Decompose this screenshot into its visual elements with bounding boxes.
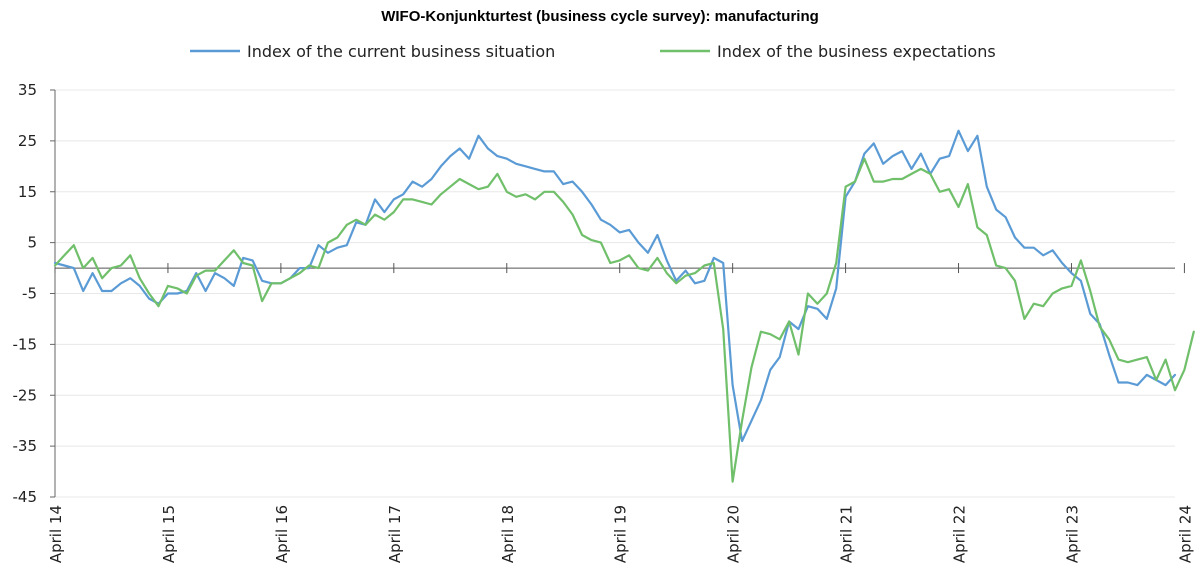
x-tick-label: April 24 — [1176, 505, 1194, 563]
y-axis-labels: 35 25 15 5 -5 -15 -25 -35 -45 — [13, 81, 55, 506]
y-tick-label: -45 — [13, 488, 38, 506]
y-tick-label: 5 — [27, 234, 37, 252]
y-tick-label: -35 — [13, 437, 38, 455]
x-tick-label: April 17 — [386, 505, 404, 563]
y-tick-label: -15 — [13, 335, 38, 353]
legend-item-expectations: Index of the business expectations — [660, 42, 996, 61]
series-group — [53, 129, 1195, 483]
series-line-business-expectations — [53, 157, 1195, 483]
legend-label-expectations: Index of the business expectations — [717, 42, 996, 61]
y-tick-label: 25 — [18, 132, 37, 150]
legend-item-current: Index of the current business situation — [190, 42, 555, 61]
x-tick-label: April 14 — [47, 505, 65, 563]
x-tick-label: April 16 — [273, 505, 291, 563]
x-axis-zero-line — [54, 263, 1185, 274]
x-tick-label: April 18 — [499, 505, 517, 563]
x-axis-labels: April 14 April 15 April 16 April 17 April 18… — [47, 505, 1194, 563]
y-tick-label: 15 — [18, 183, 37, 201]
x-tick-label: April 19 — [612, 505, 630, 563]
chart-title: WIFO-Konjunkturtest (business cycle surv… — [381, 8, 819, 25]
x-tick-label: April 21 — [838, 505, 856, 563]
legend: Index of the current business situation … — [190, 42, 996, 61]
x-tick-label: April 22 — [951, 505, 969, 563]
y-tick-label: -5 — [22, 285, 37, 303]
series-line-current-situation — [53, 129, 1177, 443]
y-tick-label: 35 — [18, 81, 37, 99]
legend-label-current: Index of the current business situation — [247, 42, 555, 61]
y-tick-label: -25 — [13, 386, 38, 404]
x-tick-label: April 15 — [160, 505, 178, 563]
x-tick-label: April 20 — [725, 505, 743, 563]
x-tick-label: April 23 — [1063, 505, 1081, 563]
gridlines — [55, 89, 1175, 498]
